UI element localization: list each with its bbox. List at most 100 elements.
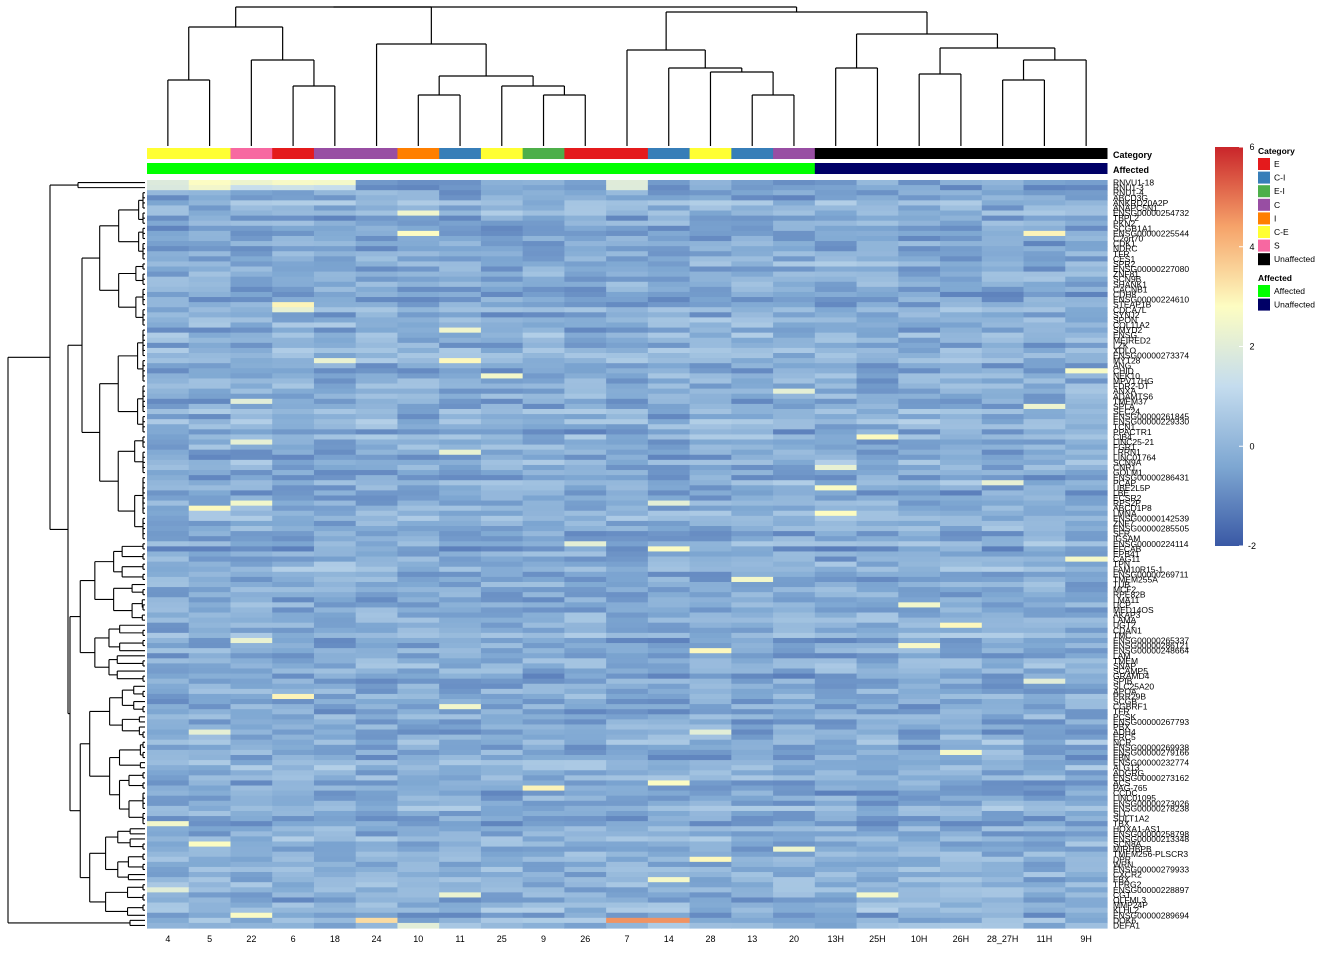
heatmap-cell (898, 922, 941, 929)
category-annotation-label: Category (1113, 150, 1152, 160)
heatmap-cell (397, 821, 440, 827)
heatmap-cell (564, 210, 607, 217)
heatmap-cell (480, 856, 524, 863)
heatmap-cell (147, 866, 190, 873)
heatmap-cell (230, 576, 273, 583)
column-label: 4 (165, 934, 170, 944)
heatmap-cell (147, 749, 190, 756)
heatmap-cell (564, 363, 607, 369)
heatmap-cell (981, 637, 1025, 644)
heatmap-cell (1023, 368, 1066, 374)
heatmap-cell (856, 322, 899, 329)
heatmap-cell (773, 495, 816, 502)
heatmap-cell (272, 749, 315, 756)
heatmap-cell (1023, 317, 1066, 324)
heatmap-cell (397, 587, 440, 593)
heatmap-cell (397, 424, 440, 430)
heatmap-cell (1023, 917, 1066, 924)
heatmap-cell (188, 246, 232, 252)
heatmap-cell (689, 663, 732, 670)
heatmap-cell (1065, 215, 1108, 222)
heatmap-cell (1023, 602, 1066, 609)
heatmap-cell (940, 531, 983, 537)
heatmap-cell (355, 347, 399, 354)
heatmap-cell (522, 475, 565, 481)
heatmap-cell (522, 805, 565, 812)
heatmap-cell (773, 353, 816, 359)
affected-cell (147, 163, 190, 174)
heatmap-cell (355, 480, 399, 486)
heatmap-cell (689, 459, 732, 466)
heatmap-cell (856, 719, 899, 726)
heatmap-cell (313, 872, 357, 878)
heatmap-cell (647, 887, 691, 893)
heatmap-cell (313, 688, 357, 695)
heatmap-cell (230, 709, 273, 715)
heatmap-cell (188, 495, 232, 502)
heatmap-cell (773, 551, 816, 558)
heatmap-cell (647, 851, 691, 858)
heatmap-cell (773, 526, 816, 532)
heatmap-cell (355, 744, 399, 751)
heatmap-cell (647, 312, 691, 318)
heatmap-cell (731, 663, 774, 670)
heatmap-cell (940, 368, 983, 374)
heatmap-cell (647, 897, 691, 904)
heatmap-cell (731, 571, 774, 578)
heatmap-cell (522, 408, 565, 415)
heatmap-cell (856, 490, 899, 497)
heatmap-cell (1065, 251, 1108, 257)
heatmap-cell (355, 897, 399, 904)
heatmap-cell (1023, 195, 1066, 201)
heatmap-cell (313, 800, 357, 807)
heatmap-cell (981, 358, 1025, 364)
heatmap-cell (480, 917, 524, 924)
heatmap-cell (898, 826, 941, 832)
heatmap-cell (731, 816, 774, 822)
heatmap-cell (272, 347, 315, 354)
heatmap-cell (898, 531, 941, 537)
heatmap-cell (564, 312, 607, 318)
heatmap-cell (397, 480, 440, 486)
heatmap-cell (522, 256, 565, 263)
heatmap-cell (1065, 317, 1108, 324)
heatmap-cell (1023, 307, 1066, 313)
heatmap-cell (647, 714, 691, 720)
heatmap-cell (313, 393, 357, 400)
heatmap-cell (1023, 805, 1066, 812)
heatmap-cell (647, 327, 691, 334)
heatmap-cell (731, 709, 774, 715)
heatmap-cell (313, 699, 357, 705)
heatmap-cell (898, 882, 941, 888)
heatmap-cell (647, 266, 691, 273)
heatmap-cell (1023, 185, 1066, 191)
heatmap-cell (439, 678, 482, 685)
row-label: RNU1-3 (1113, 183, 1144, 193)
column-label: 22 (246, 934, 256, 944)
heatmap-cell (731, 347, 774, 354)
heatmap-cell (188, 754, 232, 761)
heatmap-cell (981, 291, 1025, 298)
heatmap-cell (689, 541, 732, 547)
affected-cell (773, 163, 816, 174)
heatmap-cell (731, 215, 774, 222)
row-label: ZNF7 (1113, 518, 1135, 528)
heatmap-cell (606, 826, 649, 832)
heatmap-cell (480, 358, 524, 364)
heatmap-cell (814, 719, 858, 726)
heatmap-cell (1023, 470, 1066, 476)
heatmap-cell (355, 612, 399, 619)
heatmap-cell (313, 587, 357, 593)
heatmap-cell (397, 912, 440, 919)
heatmap-cell (147, 739, 190, 746)
heatmap-cell (856, 754, 899, 761)
heatmap-cell (689, 816, 732, 822)
heatmap-cell (1023, 408, 1066, 415)
heatmap-cell (147, 347, 190, 354)
heatmap-cell (981, 882, 1025, 888)
heatmap-cell (272, 419, 315, 425)
heatmap-cell (773, 256, 816, 263)
heatmap-cell (522, 454, 565, 461)
heatmap-cell (814, 225, 858, 232)
heatmap-cell (940, 251, 983, 257)
